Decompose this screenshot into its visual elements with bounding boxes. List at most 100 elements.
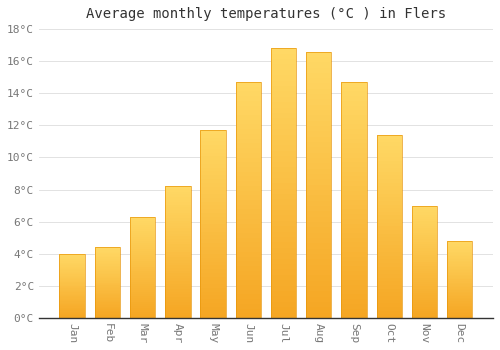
Bar bbox=[236, 190, 261, 195]
Bar bbox=[165, 244, 190, 247]
Bar bbox=[236, 101, 261, 106]
Bar bbox=[271, 70, 296, 75]
Bar bbox=[165, 223, 190, 226]
Bar bbox=[60, 258, 85, 259]
Bar bbox=[236, 205, 261, 209]
Bar bbox=[447, 287, 472, 289]
Bar bbox=[342, 243, 366, 247]
Bar bbox=[200, 145, 226, 149]
Bar bbox=[306, 249, 332, 254]
Bar bbox=[60, 255, 85, 256]
Bar bbox=[94, 307, 120, 308]
Bar bbox=[271, 48, 296, 318]
Bar bbox=[60, 282, 85, 283]
Bar bbox=[306, 259, 332, 265]
Bar bbox=[447, 292, 472, 293]
Bar bbox=[271, 167, 296, 172]
Bar bbox=[412, 291, 437, 293]
Bar bbox=[236, 129, 261, 134]
Bar bbox=[271, 54, 296, 59]
Bar bbox=[447, 309, 472, 310]
Bar bbox=[165, 289, 190, 292]
Bar bbox=[60, 275, 85, 277]
Bar bbox=[165, 271, 190, 273]
Bar bbox=[412, 230, 437, 232]
Bar bbox=[200, 194, 226, 198]
Bar bbox=[306, 265, 332, 270]
Bar bbox=[271, 302, 296, 307]
Bar bbox=[130, 217, 156, 318]
Bar bbox=[376, 230, 402, 234]
Bar bbox=[165, 292, 190, 294]
Bar bbox=[412, 298, 437, 300]
Bar bbox=[342, 266, 366, 271]
Bar bbox=[271, 189, 296, 194]
Bar bbox=[94, 304, 120, 305]
Bar bbox=[236, 285, 261, 290]
Bar bbox=[342, 299, 366, 304]
Bar bbox=[200, 269, 226, 273]
Bar bbox=[306, 121, 332, 126]
Bar bbox=[130, 267, 156, 270]
Bar bbox=[447, 312, 472, 313]
Bar bbox=[236, 134, 261, 139]
Bar bbox=[200, 250, 226, 254]
Bar bbox=[200, 284, 226, 288]
Bar bbox=[271, 75, 296, 80]
Bar bbox=[447, 248, 472, 250]
Bar bbox=[130, 219, 156, 221]
Bar bbox=[412, 268, 437, 271]
Bar bbox=[200, 247, 226, 250]
Bar bbox=[342, 176, 366, 181]
Bar bbox=[200, 156, 226, 160]
Bar bbox=[306, 222, 332, 228]
Bar bbox=[271, 216, 296, 221]
Bar bbox=[412, 307, 437, 309]
Bar bbox=[306, 313, 332, 318]
Bar bbox=[200, 299, 226, 303]
Bar bbox=[412, 304, 437, 307]
Bar bbox=[130, 247, 156, 249]
Bar bbox=[165, 239, 190, 241]
Bar bbox=[130, 312, 156, 314]
Bar bbox=[60, 256, 85, 258]
Bar bbox=[376, 157, 402, 161]
Bar bbox=[342, 224, 366, 228]
Bar bbox=[306, 73, 332, 78]
Bar bbox=[165, 265, 190, 268]
Bar bbox=[200, 175, 226, 179]
Bar bbox=[412, 208, 437, 210]
Bar bbox=[342, 134, 366, 139]
Bar bbox=[200, 183, 226, 187]
Bar bbox=[60, 265, 85, 267]
Bar bbox=[130, 253, 156, 255]
Bar bbox=[271, 178, 296, 183]
Bar bbox=[376, 252, 402, 256]
Bar bbox=[342, 238, 366, 243]
Bar bbox=[165, 260, 190, 262]
Bar bbox=[271, 264, 296, 270]
Bar bbox=[342, 96, 366, 101]
Bar bbox=[306, 142, 332, 147]
Bar bbox=[130, 294, 156, 296]
Bar bbox=[130, 292, 156, 294]
Bar bbox=[447, 273, 472, 275]
Bar bbox=[60, 271, 85, 272]
Bar bbox=[130, 223, 156, 225]
Bar bbox=[376, 245, 402, 248]
Bar bbox=[60, 287, 85, 288]
Bar bbox=[376, 263, 402, 267]
Bar bbox=[130, 284, 156, 286]
Bar bbox=[412, 244, 437, 246]
Bar bbox=[306, 153, 332, 158]
Bar bbox=[200, 254, 226, 258]
Bar bbox=[200, 187, 226, 190]
Bar bbox=[94, 302, 120, 304]
Bar bbox=[412, 226, 437, 228]
Bar bbox=[271, 97, 296, 102]
Bar bbox=[60, 278, 85, 279]
Bar bbox=[130, 281, 156, 284]
Bar bbox=[376, 201, 402, 204]
Bar bbox=[130, 314, 156, 316]
Bar bbox=[130, 306, 156, 308]
